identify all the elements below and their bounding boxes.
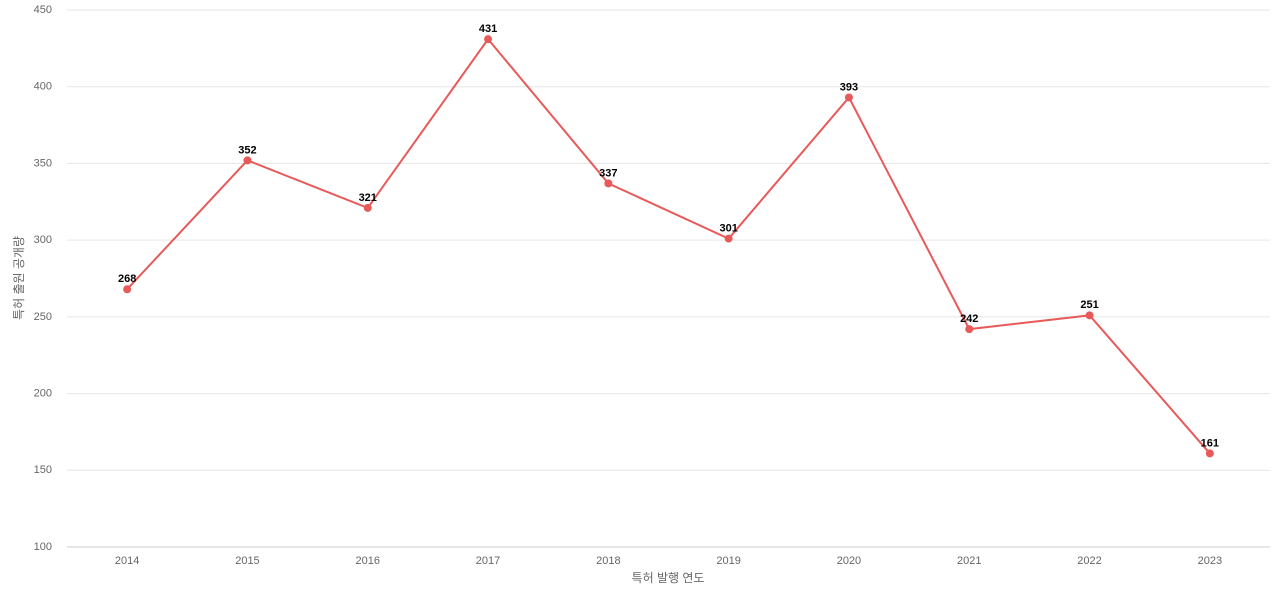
data-point [1085, 311, 1094, 320]
y-tick-label: 300 [34, 234, 52, 246]
y-tick-label: 250 [34, 311, 52, 323]
x-tick-label: 2018 [596, 555, 620, 567]
x-tick-label: 2022 [1077, 555, 1101, 567]
data-point [363, 203, 372, 212]
data-label: 352 [238, 144, 256, 156]
data-point [243, 156, 252, 165]
data-label: 393 [840, 81, 858, 93]
x-tick-label: 2021 [957, 555, 981, 567]
x-tick-label: 2019 [716, 555, 740, 567]
data-label: 337 [599, 167, 617, 179]
data-label: 431 [479, 23, 497, 35]
x-tick-label: 2016 [356, 555, 380, 567]
data-point [724, 234, 733, 243]
y-tick-label: 400 [34, 81, 52, 93]
x-tick-label: 2020 [837, 555, 861, 567]
data-point [484, 35, 493, 44]
data-label: 161 [1201, 437, 1219, 449]
x-axis-label: 특허 발행 연도 [632, 570, 705, 585]
data-label: 268 [118, 273, 136, 285]
data-label: 321 [359, 192, 377, 204]
y-axis-label: 특허 출원 공개량 [12, 236, 26, 320]
x-tick-label: 2023 [1198, 555, 1222, 567]
data-point [604, 179, 613, 188]
y-tick-label: 100 [34, 541, 52, 553]
y-tick-label: 200 [34, 387, 52, 399]
data-point [965, 325, 974, 334]
x-tick-label: 2015 [235, 555, 259, 567]
x-tick-label: 2017 [476, 555, 500, 567]
data-label: 301 [719, 223, 737, 235]
data-label: 251 [1080, 299, 1098, 311]
y-tick-label: 350 [34, 157, 52, 169]
data-point [1205, 449, 1214, 458]
y-tick-label: 450 [34, 4, 52, 16]
data-point [123, 285, 132, 294]
data-point [844, 93, 853, 102]
data-label: 242 [960, 313, 978, 325]
y-tick-label: 150 [34, 464, 52, 476]
series-line [126, 37, 1211, 455]
x-tick-label: 2014 [115, 555, 139, 567]
